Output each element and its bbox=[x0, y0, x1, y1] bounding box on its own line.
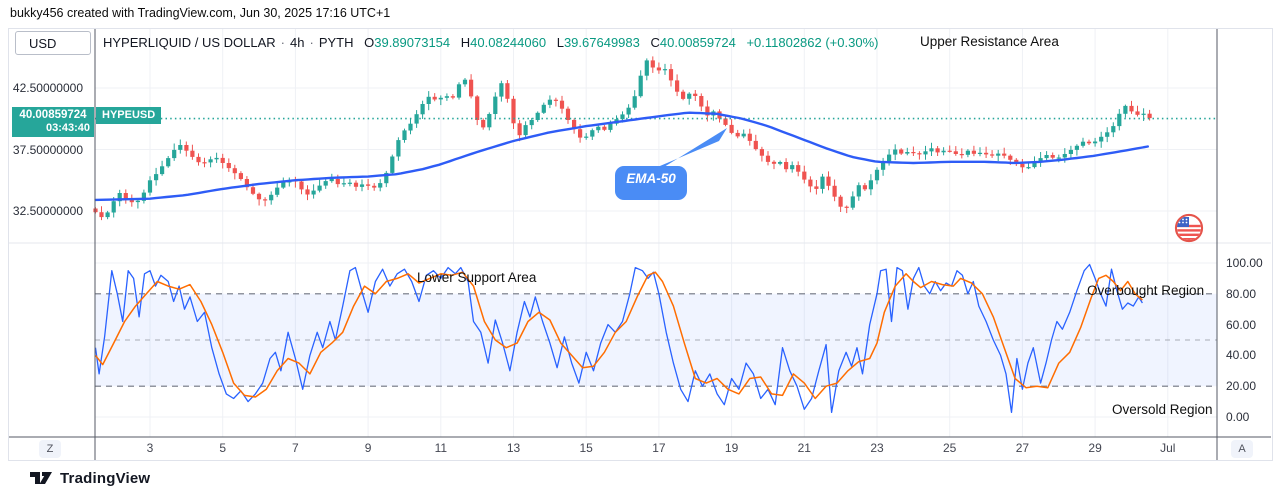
auto-scale-chip[interactable]: A bbox=[1231, 440, 1253, 458]
oscillator-tick-label: 40.00 bbox=[1226, 348, 1257, 363]
lower-support-annotation[interactable]: Lower Support Area bbox=[417, 270, 537, 285]
time-tick-label: 23 bbox=[870, 441, 884, 455]
interval-label[interactable]: 4h bbox=[290, 35, 305, 50]
last-price-value: 40.00859724 bbox=[19, 109, 87, 121]
close-value: C40.00859724 bbox=[650, 35, 736, 50]
us-flag-event-icon[interactable] bbox=[1173, 212, 1205, 244]
oscillator-tick-label: 80.00 bbox=[1226, 286, 1257, 301]
price-tick-label: 37.50000000 bbox=[12, 142, 83, 157]
time-tick-label: 21 bbox=[797, 441, 811, 455]
currency-label: USD bbox=[29, 35, 57, 51]
last-price-box: 40.00859724 03:43:40 bbox=[12, 107, 94, 137]
oversold-annotation[interactable]: Oversold Region bbox=[1112, 402, 1213, 417]
price-tick-label: 42.50000000 bbox=[12, 81, 83, 95]
price-axis[interactable]: 42.50000000 37.50000000 32.50000000 bbox=[0, 0, 93, 461]
time-tick-label: 17 bbox=[652, 441, 666, 455]
time-tick-label: 9 bbox=[364, 441, 372, 455]
change-value: +0.11802862 (+0.30%) bbox=[746, 35, 879, 50]
feed-label: PYTH bbox=[318, 35, 354, 50]
symbol-header: HYPERLIQUID / US DOLLAR · 4h · PYTH O39.8907… bbox=[103, 35, 878, 50]
time-tick-label: 7 bbox=[292, 441, 299, 455]
upper-resistance-annotation[interactable]: Upper Resistance Area bbox=[920, 34, 1059, 49]
ema-50-callout[interactable]: EMA-50 bbox=[626, 171, 676, 186]
time-tick-label: 3 bbox=[146, 441, 154, 455]
time-tick-label: 27 bbox=[1015, 441, 1030, 455]
oscillator-tick-label: 0.00 bbox=[1226, 410, 1250, 424]
chart-canvas[interactable] bbox=[8, 28, 1273, 461]
time-tick-label: 19 bbox=[724, 441, 739, 455]
low-value: L39.67649983 bbox=[556, 35, 640, 50]
watermark-text: bukky456 created with TradingView.com, J… bbox=[10, 6, 391, 20]
time-tick-label: 13 bbox=[506, 441, 521, 455]
currency-toggle-button[interactable]: USD bbox=[15, 31, 91, 55]
symbol-chip: HYPEUSD bbox=[96, 107, 162, 124]
bar-countdown: 03:43:40 bbox=[45, 122, 90, 134]
open-value: O39.89073154 bbox=[364, 35, 451, 50]
time-tick-label: 29 bbox=[1088, 441, 1102, 455]
overbought-annotation[interactable]: Overbought Region bbox=[1087, 283, 1205, 298]
tradingview-logo-icon bbox=[30, 472, 52, 484]
price-tick-label: 32.50000000 bbox=[12, 204, 83, 218]
high-value: H40.08244060 bbox=[460, 35, 547, 50]
time-tick-label: 11 bbox=[434, 441, 448, 455]
symbol-name[interactable]: HYPERLIQUID / US DOLLAR bbox=[103, 35, 276, 50]
tradingview-brand-text: TradingView bbox=[60, 470, 151, 487]
time-tick-label: Jul bbox=[1160, 441, 1176, 455]
last-price-badge: 40.00859724 03:43:40 HYPEUSD bbox=[12, 107, 162, 137]
oscillator-tick-label: 20.00 bbox=[1226, 379, 1257, 394]
oscillator-tick-label: 100.00 bbox=[1226, 256, 1263, 270]
oscillator-tick-label: 60.00 bbox=[1226, 317, 1257, 332]
time-tick-label: 15 bbox=[579, 441, 593, 455]
separator: · bbox=[309, 35, 314, 50]
timezone-chip[interactable]: Z bbox=[39, 440, 61, 458]
tradingview-footer[interactable]: TradingView bbox=[30, 470, 150, 487]
time-tick-label: 5 bbox=[219, 441, 227, 455]
time-tick-label: 25 bbox=[943, 441, 957, 455]
separator: · bbox=[280, 35, 285, 50]
